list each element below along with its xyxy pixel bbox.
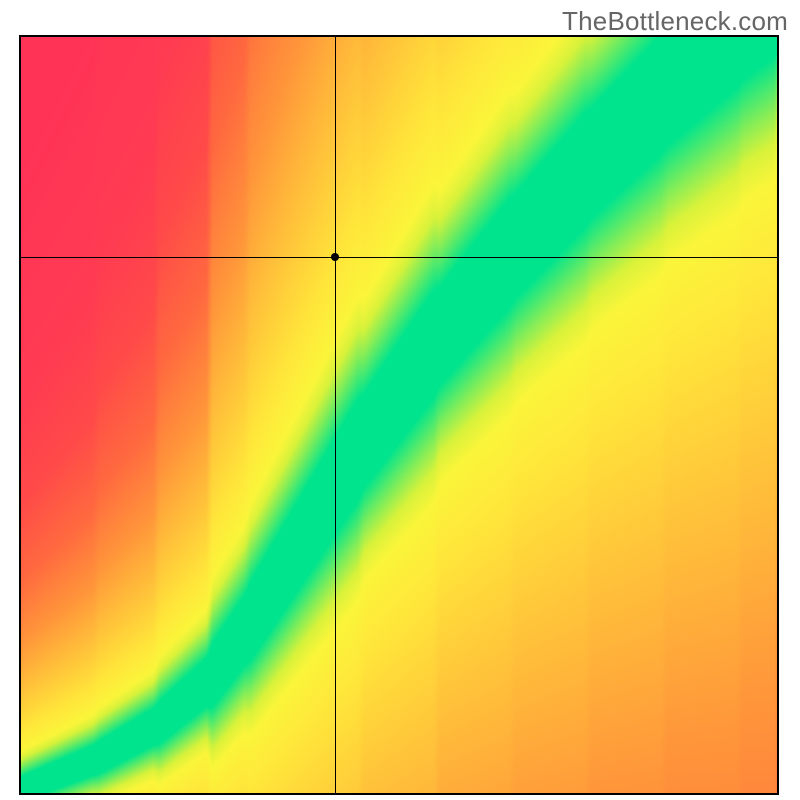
crosshair-marker [331, 253, 339, 261]
crosshair-horizontal [20, 257, 778, 258]
heatmap-canvas [20, 36, 778, 794]
chart-container: TheBottleneck.com [0, 0, 800, 800]
plot-area [20, 36, 778, 794]
crosshair-vertical [335, 36, 336, 794]
watermark-text: TheBottleneck.com [562, 6, 788, 37]
